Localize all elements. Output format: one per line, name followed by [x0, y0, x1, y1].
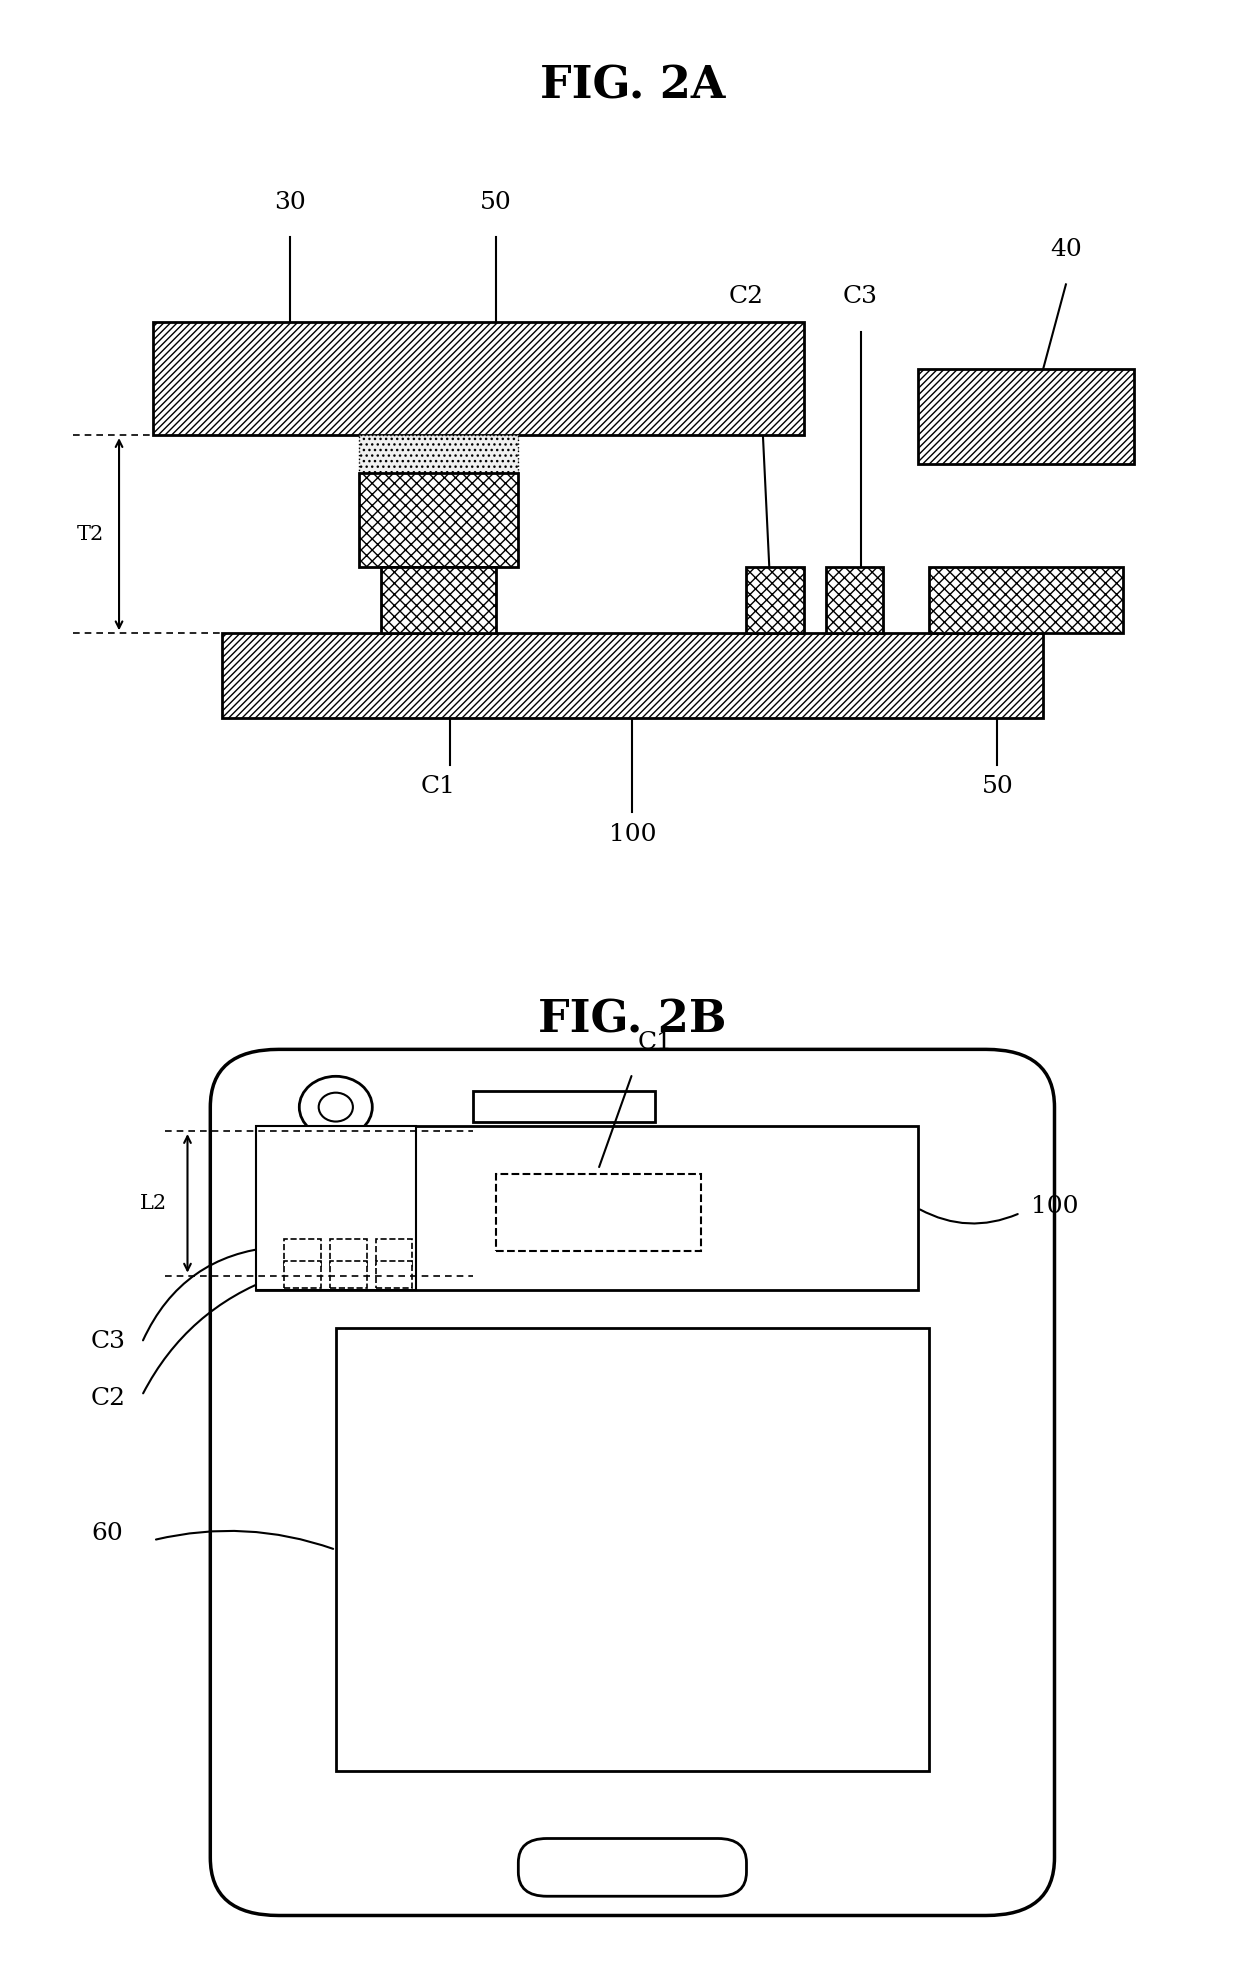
- Text: 50: 50: [480, 191, 511, 214]
- Bar: [336, 1328, 929, 1772]
- Text: T2: T2: [77, 524, 104, 544]
- Text: 100: 100: [609, 823, 656, 846]
- Text: C3: C3: [91, 1330, 125, 1353]
- Bar: [472, 1090, 655, 1121]
- FancyBboxPatch shape: [518, 1838, 746, 1897]
- Bar: [496, 1174, 701, 1251]
- Text: C2: C2: [729, 285, 764, 308]
- Circle shape: [319, 1092, 353, 1121]
- Circle shape: [299, 1076, 372, 1137]
- Text: FIG. 2A: FIG. 2A: [539, 65, 725, 108]
- Text: 60: 60: [92, 1522, 124, 1546]
- Bar: [376, 1239, 412, 1267]
- Bar: [918, 369, 1135, 464]
- Bar: [255, 1127, 415, 1290]
- Text: 100: 100: [1030, 1194, 1079, 1218]
- Bar: [255, 1127, 918, 1290]
- Text: 30: 30: [274, 191, 306, 214]
- Text: C1: C1: [422, 776, 456, 799]
- Bar: [222, 632, 1043, 719]
- FancyBboxPatch shape: [211, 1049, 1054, 1915]
- Bar: [746, 568, 804, 632]
- Text: L2: L2: [140, 1194, 167, 1214]
- Bar: [382, 568, 496, 632]
- Text: C3: C3: [843, 285, 878, 308]
- Text: 40: 40: [1050, 238, 1081, 261]
- Bar: [826, 568, 883, 632]
- Bar: [376, 1261, 412, 1288]
- Text: C2: C2: [91, 1387, 125, 1410]
- Bar: [284, 1239, 321, 1267]
- Text: 50: 50: [982, 776, 1013, 799]
- Bar: [154, 322, 804, 436]
- Bar: [358, 436, 518, 473]
- Bar: [330, 1239, 367, 1267]
- Bar: [358, 473, 518, 568]
- Text: FIG. 2B: FIG. 2B: [538, 1000, 727, 1043]
- Bar: [929, 568, 1123, 632]
- Text: C1: C1: [637, 1031, 672, 1055]
- Bar: [330, 1261, 367, 1288]
- Bar: [284, 1261, 321, 1288]
